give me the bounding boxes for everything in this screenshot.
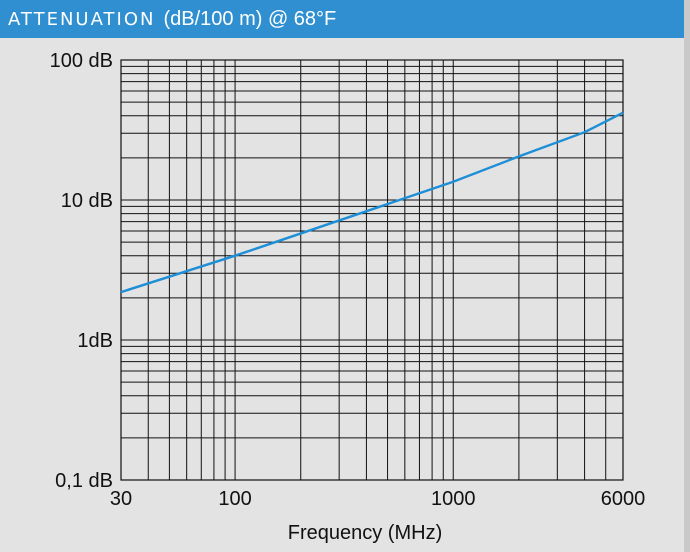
x-tick-label: 30 <box>110 488 132 510</box>
y-tick-label: 0,1 dB <box>55 470 113 492</box>
attenuation-series-line <box>120 111 624 294</box>
y-tick-label: 1dB <box>77 330 113 352</box>
chart-title: ATTENUATION <box>8 8 156 30</box>
chart-subtitle: (dB/100 m) @ 68°F <box>163 7 337 30</box>
x-tick-label: 1000 <box>431 488 476 510</box>
chart-header: ATTENUATION (dB/100 m) @ 68°F <box>0 0 690 38</box>
y-tick-label: 10 dB <box>61 190 113 212</box>
grid <box>120 59 624 481</box>
x-tick-labels: 30 100 1000 6000 <box>110 488 645 510</box>
y-tick-label: 100 dB <box>50 50 113 72</box>
x-tick-label: 6000 <box>601 488 646 510</box>
x-tick-label: 100 <box>218 488 251 510</box>
y-tick-labels: 100 dB 10 dB 1dB 0,1 dB <box>50 50 113 492</box>
x-axis-label: Frequency (MHz) <box>288 522 442 544</box>
plot-area <box>121 60 623 480</box>
panel-edge <box>684 0 690 552</box>
plot-border <box>120 59 624 481</box>
series-layer <box>120 111 624 294</box>
